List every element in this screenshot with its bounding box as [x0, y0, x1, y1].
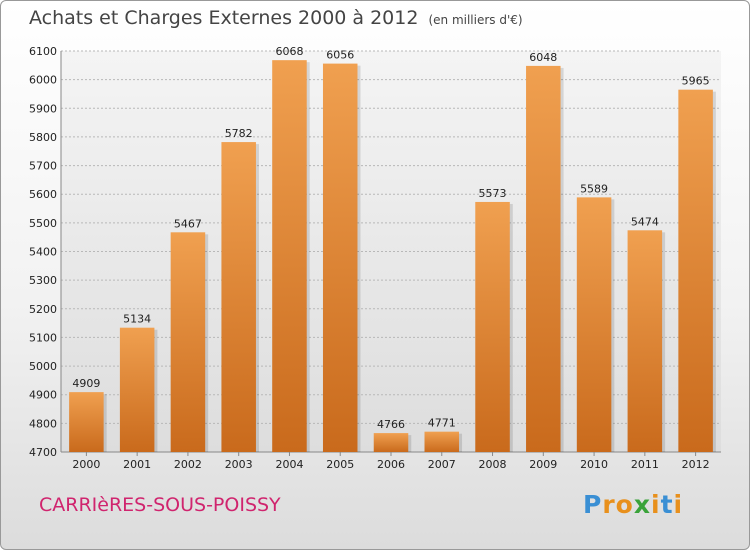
y-tick-label: 5600: [29, 188, 57, 201]
logo-letter: x: [633, 490, 651, 519]
y-tick-label: 5300: [29, 274, 57, 287]
y-tick-label: 6000: [29, 74, 57, 87]
bar-2010: [576, 197, 612, 452]
chart-title: Achats et Charges Externes 2000 à 2012 (e…: [29, 7, 523, 29]
commune-name: CARRIèRES-SOUS-POISSY: [39, 494, 281, 516]
bar-2005: [322, 63, 358, 453]
y-tick-label: 4900: [29, 389, 57, 402]
y-tick-label: 5100: [29, 331, 57, 344]
bar-2011: [627, 230, 663, 452]
bar-2000: [69, 392, 104, 452]
y-tick-label: 5900: [29, 102, 57, 115]
bar-2012: [678, 89, 713, 453]
y-tick-label: 5400: [29, 246, 57, 259]
value-label-2003: 5782: [225, 127, 253, 140]
chart-subtitle: (en milliers d'€): [428, 13, 523, 27]
y-tick-label: 6100: [29, 45, 57, 58]
logo-letter: P: [583, 490, 603, 519]
x-tick-label-2010: 2010: [580, 458, 608, 471]
proxiti-logo: Proxiti: [583, 490, 683, 519]
y-tick-label: 4800: [29, 417, 57, 430]
y-tick-label: 5500: [29, 217, 57, 230]
logo-letter: r: [602, 490, 616, 519]
y-tick-label: 4700: [29, 446, 57, 459]
x-tick-label-2012: 2012: [682, 458, 710, 471]
y-tick-label: 5700: [29, 160, 57, 173]
x-tick-label-2000: 2000: [72, 458, 100, 471]
plot-area: 4700 4800 4900 5000 5100 5200 5300 5400 5500 5600…: [29, 45, 721, 471]
logo-letter: t: [660, 490, 674, 519]
bar-2001: [119, 327, 155, 452]
value-label-2010: 5589: [580, 182, 608, 195]
value-label-2000: 4909: [72, 377, 100, 390]
bar-2008: [475, 201, 510, 452]
value-label-2007: 4771: [428, 417, 456, 430]
logo-letter: i: [651, 490, 661, 519]
y-tick-label: 5200: [29, 303, 57, 316]
value-label-2012: 5965: [682, 75, 710, 88]
logo-letter: i: [673, 490, 684, 519]
y-tick-label: 5800: [29, 131, 57, 144]
value-label-2011: 5474: [631, 215, 659, 228]
y-tick-label: 5000: [29, 360, 57, 373]
x-tick-label-2009: 2009: [529, 458, 557, 471]
x-tick-label-2002: 2002: [174, 458, 202, 471]
x-tick-label-2005: 2005: [326, 458, 354, 471]
value-label-2005: 6056: [326, 49, 354, 62]
bar-2009: [526, 65, 561, 452]
x-tick-label-2008: 2008: [479, 458, 507, 471]
value-label-2004: 6068: [275, 45, 303, 58]
value-label-2002: 5467: [174, 217, 202, 230]
value-label-2006: 4766: [377, 418, 405, 431]
value-label-2001: 5134: [123, 313, 151, 326]
logo-letter: o: [615, 490, 634, 519]
bar-2004: [272, 60, 307, 453]
x-tick-label-2004: 2004: [275, 458, 303, 471]
bar-2003: [221, 142, 256, 452]
value-label-2008: 5573: [479, 187, 507, 200]
bar-2006: [373, 433, 409, 452]
x-tick-label-2001: 2001: [123, 458, 151, 471]
x-tick-label-2006: 2006: [377, 458, 405, 471]
x-tick-label-2007: 2007: [428, 458, 456, 471]
chart-title-text: Achats et Charges Externes 2000 à 2012: [29, 7, 419, 29]
bar-2002: [170, 232, 206, 452]
x-tick-label-2011: 2011: [631, 458, 659, 471]
value-label-2009: 6048: [529, 51, 557, 64]
bar-2007: [424, 431, 460, 452]
x-tick-label-2003: 2003: [225, 458, 253, 471]
